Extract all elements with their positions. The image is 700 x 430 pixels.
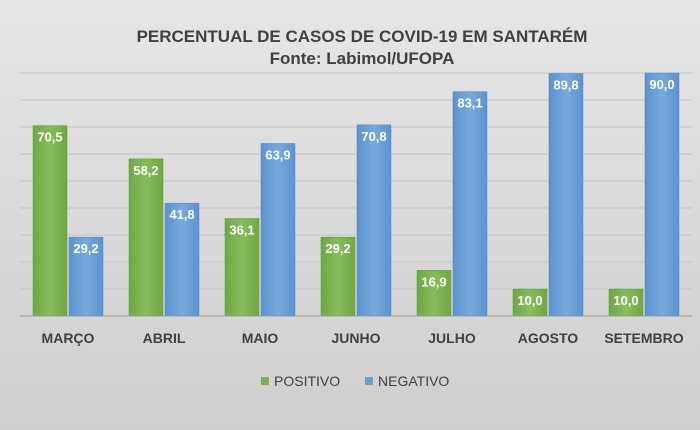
- bar-positivo: [320, 236, 356, 317]
- data-label-positivo: 58,2: [133, 163, 158, 178]
- data-label-negativo: 70,8: [361, 129, 386, 144]
- data-label-negativo: 83,1: [457, 96, 482, 111]
- data-label-positivo: 16,9: [421, 274, 446, 289]
- data-label-positivo: 10,0: [517, 293, 542, 308]
- x-tick-label: AGOSTO: [518, 330, 579, 346]
- bars: [32, 72, 680, 317]
- data-label-negativo: 29,2: [73, 241, 98, 256]
- legend-swatch-positivo: [261, 377, 269, 385]
- chart-title: PERCENTUAL DE CASOS DE COVID-19 EM SANTA…: [137, 27, 588, 46]
- bar-positivo: [128, 158, 164, 317]
- x-axis-ticks: MARÇO ABRIL MAIO JUNHO JULHO AGOSTO SETEMBRO: [42, 330, 684, 346]
- data-label-negativo: 63,9: [265, 147, 290, 162]
- x-tick-label: SETEMBRO: [604, 330, 683, 346]
- bar-positivo: [32, 125, 68, 317]
- data-label-positivo: 10,0: [613, 293, 638, 308]
- bar-negativo: [68, 236, 104, 317]
- bar-positivo: [512, 288, 548, 317]
- legend-swatch-negativo: [365, 377, 373, 385]
- legend-label-positivo: POSITIVO: [274, 373, 340, 389]
- data-label-negativo: 90,0: [649, 77, 674, 92]
- data-label-negativo: 41,8: [169, 207, 194, 222]
- x-tick-label: MARÇO: [42, 330, 95, 346]
- bar-negativo: [644, 72, 680, 317]
- bar-negativo: [548, 73, 584, 317]
- x-tick-label: JUNHO: [331, 330, 380, 346]
- bar-negativo: [260, 143, 296, 317]
- bar-negativo: [356, 124, 392, 317]
- x-tick-label: MAIO: [242, 330, 279, 346]
- data-label-positivo: 36,1: [229, 223, 254, 238]
- x-tick-label: JULHO: [428, 330, 476, 346]
- data-label-negativo: 89,8: [553, 78, 578, 93]
- bar-positivo: [416, 270, 452, 317]
- data-label-positivo: 29,2: [325, 241, 350, 256]
- legend-label-negativo: NEGATIVO: [378, 373, 449, 389]
- bar-negativo: [164, 202, 200, 317]
- legend: POSITIVO NEGATIVO: [261, 373, 449, 389]
- bar-negativo: [452, 91, 488, 317]
- data-label-positivo: 70,5: [37, 130, 62, 145]
- chart-subtitle: Fonte: Labimol/UFOPA: [270, 49, 455, 68]
- x-tick-label: ABRIL: [143, 330, 186, 346]
- data-labels: 70,5 29,2 58,2 41,8 36,1 63,9 29,2 70,8 16,9 83,1…: [37, 77, 674, 308]
